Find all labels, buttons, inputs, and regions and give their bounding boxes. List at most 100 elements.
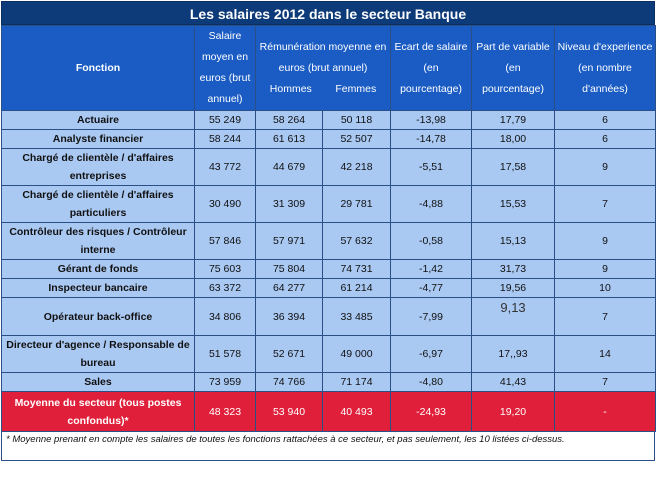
cell-femmes: 57 632 xyxy=(321,222,392,260)
header-experience: Niveau d'experience (en nombre d'années) xyxy=(554,25,657,111)
cell-fonction: Opérateur back-office xyxy=(1,297,195,336)
cell-variable: 19,56 xyxy=(471,278,556,298)
table-row: Chargé de clientèle / d'affaires particu… xyxy=(1,185,657,223)
cell-variable: 17,79 xyxy=(471,110,556,130)
cell-fonction: Chargé de clientèle / d'affaires entrepr… xyxy=(1,148,195,186)
table-row: Contrôleur des risques / Contrôleur inte… xyxy=(1,222,657,260)
cell-ecart: -6,97 xyxy=(390,335,473,373)
cell-fonction: Directeur d'agence / Responsable de bure… xyxy=(1,335,195,373)
cell-ecart: -0,58 xyxy=(390,222,473,260)
cell-fonction: Analyste financier xyxy=(1,129,195,149)
table-row: Gérant de fonds 75 603 75 804 74 731 -1,42 31… xyxy=(1,259,657,279)
cell-femmes: 42 218 xyxy=(321,148,392,186)
cell-fonction: Contrôleur des risques / Contrôleur inte… xyxy=(1,222,195,260)
cell-salaire: 63 372 xyxy=(194,278,256,298)
footnote: * Moyenne prenant en compte les salaires… xyxy=(1,432,655,461)
cell-ecart: -4,88 xyxy=(390,185,473,223)
table-body: Actuaire 55 249 58 264 50 118 -13,98 17,79 6 An… xyxy=(1,110,657,432)
cell-fonction: Sales xyxy=(1,372,195,392)
header-hommes: Hommes xyxy=(269,82,312,95)
cell-ecart: -14,78 xyxy=(390,129,473,149)
cell-experience: 6 xyxy=(554,110,657,130)
cell-hommes: 75 804 xyxy=(255,259,323,279)
table-row: Chargé de clientèle / d'affaires entrepr… xyxy=(1,148,657,186)
cell-ecart: -7,99 xyxy=(390,297,473,336)
average-ecart: -24,93 xyxy=(390,391,473,432)
table-row: Opérateur back-office 34 806 36 394 33 485-… xyxy=(1,297,657,336)
cell-variable: 9,13 xyxy=(471,297,556,336)
cell-salaire: 30 490 xyxy=(194,185,256,223)
average-salaire: 48 323 xyxy=(194,391,256,432)
average-variable: 19,20 xyxy=(471,391,556,432)
cell-femmes: 50 118 xyxy=(321,110,392,130)
cell-ecart: -5,51 xyxy=(390,148,473,186)
cell-femmes: 52 507 xyxy=(321,129,392,149)
cell-variable: 41,43 xyxy=(471,372,556,392)
table-row: Analyste financier 58 244 61 613 52 507 -14,… xyxy=(1,129,657,149)
table-row: Directeur d'agence / Responsable de bure… xyxy=(1,335,657,373)
cell-salaire: 43 772 xyxy=(194,148,256,186)
cell-salaire: 73 959 xyxy=(194,372,256,392)
table-row: Inspecteur bancaire 63 372 64 277 61 214 -4,… xyxy=(1,278,657,298)
average-hommes: 53 940 xyxy=(255,391,323,432)
cell-experience: 9 xyxy=(554,259,657,279)
header-row: Fonction Salaire moyen en euros (brut an… xyxy=(1,25,657,111)
salary-table: Fonction Salaire moyen en euros (brut an… xyxy=(1,25,657,432)
cell-salaire: 34 806 xyxy=(194,297,256,336)
cell-salaire: 51 578 xyxy=(194,335,256,373)
salary-table-container: Les salaires 2012 dans le secteur Banque… xyxy=(1,1,657,461)
cell-experience: 7 xyxy=(554,297,657,336)
header-salaire-moyen: Salaire moyen en euros (brut annuel) xyxy=(194,25,256,111)
cell-hommes: 57 971 xyxy=(255,222,323,260)
cell-hommes: 44 679 xyxy=(255,148,323,186)
cell-hommes: 31 309 xyxy=(255,185,323,223)
cell-hommes: 52 671 xyxy=(255,335,323,373)
cell-fonction: Inspecteur bancaire xyxy=(1,278,195,298)
header-fonction: Fonction xyxy=(1,25,195,111)
cell-femmes: 74 731 xyxy=(321,259,392,279)
cell-variable: 15,13 xyxy=(471,222,556,260)
cell-fonction: Gérant de fonds xyxy=(1,259,195,279)
cell-fonction: Chargé de clientèle / d'affaires particu… xyxy=(1,185,195,223)
cell-hommes: 74 766 xyxy=(255,372,323,392)
cell-experience: 7 xyxy=(554,185,657,223)
cell-experience: 6 xyxy=(554,129,657,149)
cell-ecart: -1,42 xyxy=(390,259,473,279)
table-title: Les salaires 2012 dans le secteur Banque xyxy=(1,1,655,25)
average-row: Moyenne du secteur (tous postes confondu… xyxy=(1,391,657,432)
cell-variable: 17,,93 xyxy=(471,335,556,373)
cell-fonction: Actuaire xyxy=(1,110,195,130)
cell-hommes: 64 277 xyxy=(255,278,323,298)
cell-variable: 17,58 xyxy=(471,148,556,186)
cell-ecart: -4,77 xyxy=(390,278,473,298)
cell-salaire: 75 603 xyxy=(194,259,256,279)
cell-hommes: 36 394 xyxy=(255,297,323,336)
header-femmes: Femmes xyxy=(335,82,377,95)
cell-femmes: 33 485 xyxy=(321,297,392,336)
cell-variable-value: 9,13 xyxy=(500,300,526,315)
average-experience: - xyxy=(554,391,657,432)
header-variable: Part de variable (en pourcentage) xyxy=(471,25,556,111)
table-row: Actuaire 55 249 58 264 50 118 -13,98 17,79 6 xyxy=(1,110,657,130)
cell-ecart: -13,98 xyxy=(390,110,473,130)
average-femmes: 40 493 xyxy=(321,391,392,432)
cell-salaire: 58 244 xyxy=(194,129,256,149)
header-ecart: Ecart de salaire (en pourcentage) xyxy=(390,25,473,111)
cell-salaire: 55 249 xyxy=(194,110,256,130)
cell-experience: 10 xyxy=(554,278,657,298)
cell-salaire: 57 846 xyxy=(194,222,256,260)
cell-hommes: 58 264 xyxy=(255,110,323,130)
header-remuneration: Rémunération moyenne en euros (brut annu… xyxy=(254,25,392,111)
cell-experience: 14 xyxy=(554,335,657,373)
cell-variable: 15,53 xyxy=(471,185,556,223)
table-row: Sales 73 959 74 766 71 174 -4,80 41,43 7 xyxy=(1,372,657,392)
header-remuneration-label: Rémunération moyenne en euros (brut annu… xyxy=(259,40,387,74)
cell-femmes: 71 174 xyxy=(321,372,392,392)
cell-femmes: 49 000 xyxy=(321,335,392,373)
cell-experience: 9 xyxy=(554,222,657,260)
cell-experience: 7 xyxy=(554,372,657,392)
average-fonction: Moyenne du secteur (tous postes confondu… xyxy=(1,391,195,432)
cell-ecart: -4,80 xyxy=(390,372,473,392)
cell-femmes: 61 214 xyxy=(321,278,392,298)
cell-variable: 18,00 xyxy=(471,129,556,149)
